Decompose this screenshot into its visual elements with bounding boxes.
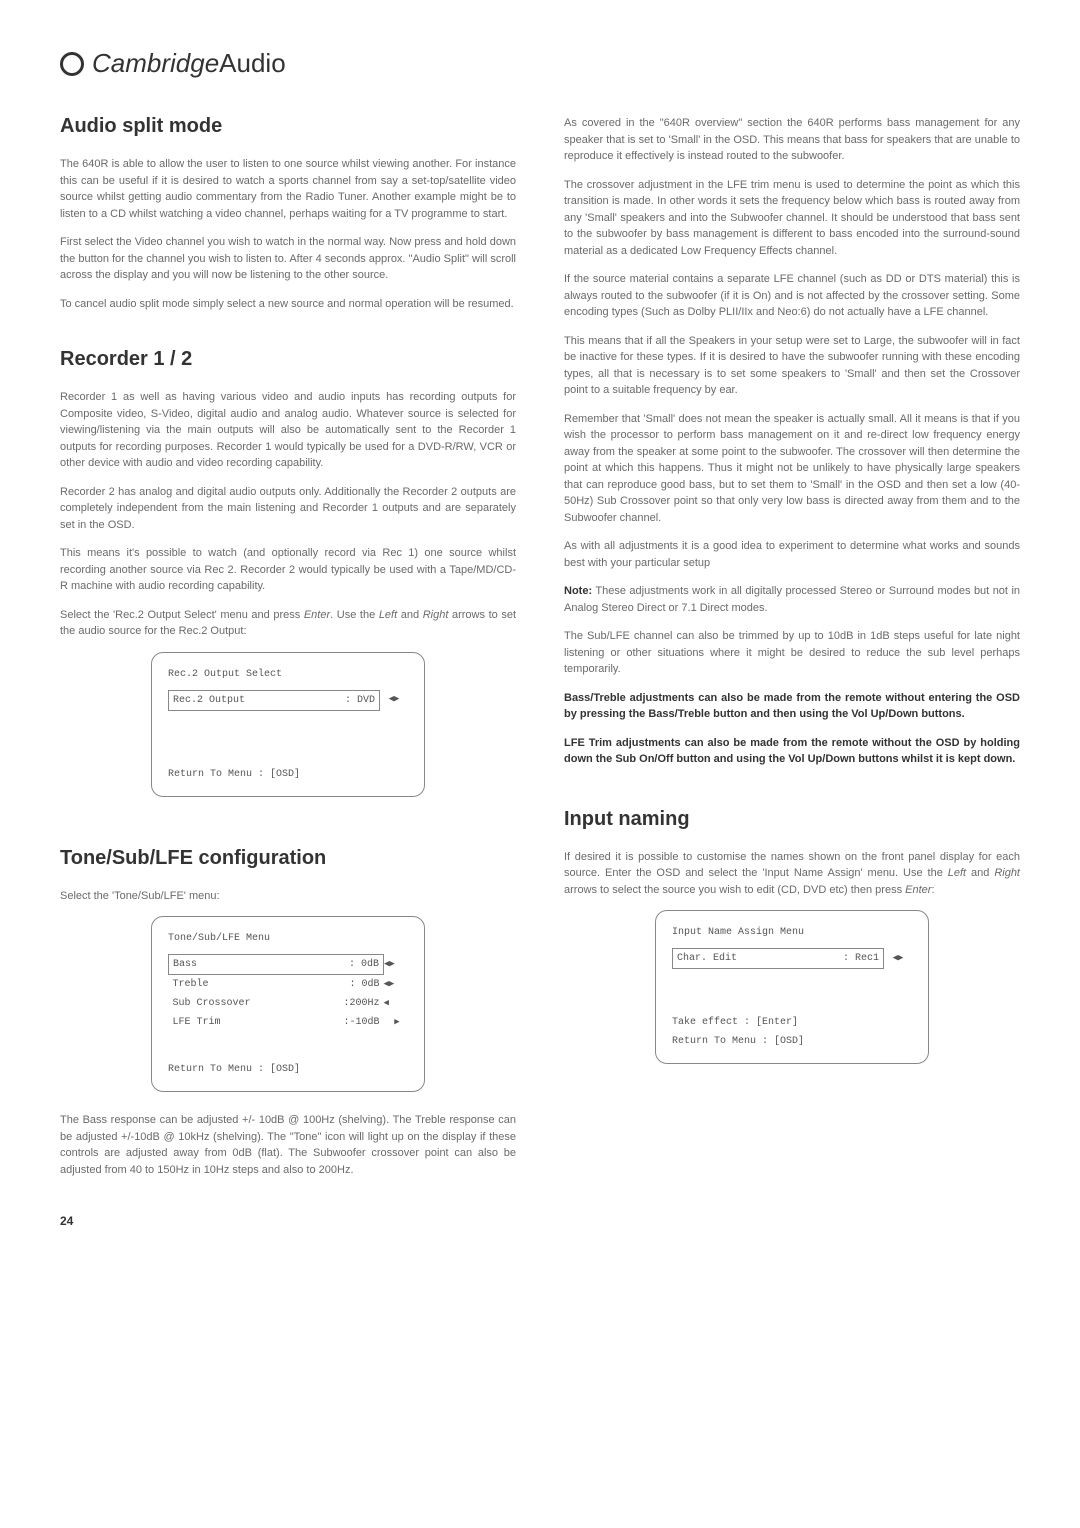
heading-tone-sub-lfe: Tone/Sub/LFE configuration [60, 847, 516, 870]
osd-title: Tone/Sub/LFE Menu [168, 929, 408, 948]
para: Select the 'Tone/Sub/LFE' menu: [60, 888, 516, 905]
para: As covered in the "640R overview" sectio… [564, 115, 1020, 165]
heading-recorder: Recorder 1 / 2 [60, 348, 516, 371]
osd-tone-sub-lfe: Tone/Sub/LFE Menu Bass : 0dB ◀▶ Treble: … [151, 916, 425, 1092]
osd-row: Sub Crossover:200Hz ◀ [169, 994, 409, 1013]
para: This means it's possible to watch (and o… [60, 545, 516, 595]
para: The Bass response can be adjusted +/- 10… [60, 1112, 516, 1178]
para-bold: Bass/Treble adjustments can also be made… [564, 690, 1020, 723]
para: Select the 'Rec.2 Output Select' menu an… [60, 607, 516, 640]
osd-row: Rec.2 Output : DVD ◀▶ [168, 690, 408, 711]
osd-title: Input Name Assign Menu [672, 923, 912, 942]
para: This means that if all the Speakers in y… [564, 333, 1020, 399]
heading-input-naming: Input naming [564, 808, 1020, 831]
right-column: As covered in the "640R overview" sectio… [564, 115, 1020, 1190]
left-right-arrow-icon: ◀▶ [884, 950, 912, 967]
para: If the source material contains a separa… [564, 271, 1020, 321]
left-right-arrow-icon: ◀▶ [384, 975, 409, 995]
left-arrow-icon: ◀ [384, 994, 409, 1013]
osd-row: Treble: 0dB ◀▶ [169, 975, 409, 995]
page-number: 24 [60, 1214, 1020, 1228]
para: The 640R is able to allow the user to li… [60, 156, 516, 222]
para: The Sub/LFE channel can also be trimmed … [564, 628, 1020, 678]
osd-rec2-output: Rec.2 Output Select Rec.2 Output : DVD ◀… [151, 652, 425, 797]
para: Recorder 2 has analog and digital audio … [60, 484, 516, 534]
heading-audio-split: Audio split mode [60, 115, 516, 138]
osd-row: Char. Edit : Rec1 ◀▶ [672, 948, 912, 969]
brand-logo: CambridgeAudio [60, 48, 1020, 79]
osd-take-effect: Take effect : [Enter] [672, 1013, 912, 1032]
osd-return: Return To Menu : [OSD] [168, 765, 408, 784]
para: Remember that 'Small' does not mean the … [564, 411, 1020, 527]
right-arrow-icon: ▶ [384, 1013, 409, 1032]
logo-text: CambridgeAudio [92, 48, 286, 79]
para: Recorder 1 as well as having various vid… [60, 389, 516, 472]
para: As with all adjustments it is a good ide… [564, 538, 1020, 571]
osd-title: Rec.2 Output Select [168, 665, 408, 684]
para: First select the Video channel you wish … [60, 234, 516, 284]
left-right-arrow-icon: ◀▶ [384, 955, 409, 975]
para-bold: LFE Trim adjustments can also be made fr… [564, 735, 1020, 768]
para: If desired it is possible to customise t… [564, 849, 1020, 899]
logo-icon [60, 52, 84, 76]
left-column: Audio split mode The 640R is able to all… [60, 115, 516, 1190]
para: To cancel audio split mode simply select… [60, 296, 516, 313]
osd-return: Return To Menu : [OSD] [672, 1032, 912, 1051]
osd-input-name-assign: Input Name Assign Menu Char. Edit : Rec1… [655, 910, 929, 1064]
para: Note: These adjustments work in all digi… [564, 583, 1020, 616]
para: The crossover adjustment in the LFE trim… [564, 177, 1020, 260]
osd-row: Bass : 0dB ◀▶ [169, 955, 409, 975]
osd-row: LFE Trim:-10dB ▶ [169, 1013, 409, 1032]
osd-return: Return To Menu : [OSD] [168, 1060, 408, 1079]
left-right-arrow-icon: ◀▶ [380, 691, 408, 708]
